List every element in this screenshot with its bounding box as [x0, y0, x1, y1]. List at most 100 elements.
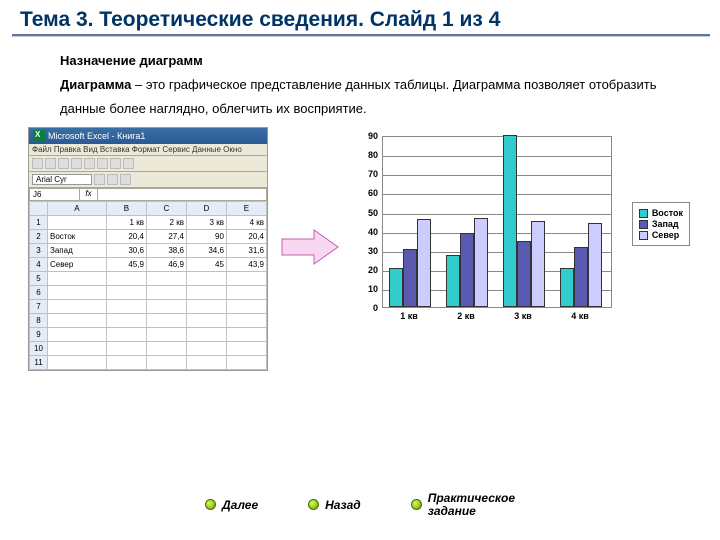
- bar: [474, 218, 488, 308]
- ytick: 50: [368, 208, 378, 218]
- cell: [186, 300, 226, 314]
- cell: 46,9: [146, 258, 186, 272]
- cell: [186, 342, 226, 356]
- bullet-icon: [411, 499, 422, 510]
- bar: [403, 249, 417, 307]
- ytick: 40: [368, 227, 378, 237]
- excel-toolbar: [29, 156, 267, 172]
- nav-back-label: Назад: [325, 498, 361, 512]
- cell: [146, 328, 186, 342]
- font-box: Arial Cyr: [32, 174, 92, 185]
- cell: [146, 300, 186, 314]
- xtick: 3 кв: [498, 311, 548, 321]
- body-text: Назначение диаграмм Диаграмма – это граф…: [0, 37, 720, 127]
- cell: [186, 314, 226, 328]
- cell: 38,6: [146, 244, 186, 258]
- bullet-icon: [308, 499, 319, 510]
- excel-icon: [33, 130, 45, 142]
- row-header: 2: [30, 230, 48, 244]
- cell: [226, 286, 266, 300]
- col-header: A: [48, 202, 107, 216]
- legend-swatch: [639, 220, 648, 229]
- ytick: 90: [368, 131, 378, 141]
- cell: 45,9: [106, 258, 146, 272]
- cell: [106, 300, 146, 314]
- excel-screenshot: Microsoft Excel - Книга1 Файл Правка Вид…: [28, 127, 268, 371]
- legend-item: Восток: [639, 208, 683, 218]
- bar: [417, 219, 431, 307]
- definition: – это графическое представление данных т…: [60, 77, 657, 116]
- chart-legend: ВостокЗападСевер: [632, 202, 690, 246]
- row-header: 10: [30, 342, 48, 356]
- legend-swatch: [639, 209, 648, 218]
- excel-app-title: Microsoft Excel - Книга1: [48, 131, 145, 141]
- cell: [48, 328, 107, 342]
- cell: Восток: [48, 230, 107, 244]
- cell: 3 кв: [186, 216, 226, 230]
- cell: [146, 286, 186, 300]
- cell: 4 кв: [226, 216, 266, 230]
- cell: 30,6: [106, 244, 146, 258]
- excel-titlebar: Microsoft Excel - Книга1: [29, 128, 267, 144]
- bar: [503, 135, 517, 307]
- cell: [186, 286, 226, 300]
- row-header: 5: [30, 272, 48, 286]
- ytick: 80: [368, 150, 378, 160]
- cell: [146, 342, 186, 356]
- legend-label: Север: [652, 230, 679, 240]
- cell: 20,4: [226, 230, 266, 244]
- section-heading: Назначение диаграмм: [60, 49, 660, 73]
- xtick: 4 кв: [555, 311, 605, 321]
- nav-next-label: Далее: [222, 498, 258, 512]
- cell: [226, 328, 266, 342]
- row-header: 8: [30, 314, 48, 328]
- bar: [574, 247, 588, 307]
- bar: [588, 223, 602, 307]
- cell: [186, 328, 226, 342]
- cell: [146, 314, 186, 328]
- fx-label: fx: [80, 189, 98, 200]
- cell: [106, 272, 146, 286]
- cell: [48, 216, 107, 230]
- cell: [226, 356, 266, 370]
- cell: [48, 342, 107, 356]
- nav-practice[interactable]: Практическоезадание: [411, 492, 515, 518]
- cell: [226, 314, 266, 328]
- bullet-icon: [205, 499, 216, 510]
- cell: [106, 286, 146, 300]
- ytick: 10: [368, 284, 378, 294]
- cell: [146, 356, 186, 370]
- slide-title: Тема 3. Теоретические сведения. Слайд 1 …: [0, 0, 720, 34]
- nav-next[interactable]: Далее: [205, 498, 258, 512]
- cell: [48, 272, 107, 286]
- bar: [446, 255, 460, 307]
- nav-back[interactable]: Назад: [308, 498, 361, 512]
- bar: [517, 241, 531, 307]
- row-header: 3: [30, 244, 48, 258]
- ytick: 20: [368, 265, 378, 275]
- xtick: 2 кв: [441, 311, 491, 321]
- excel-grid: ABCDE11 кв2 кв3 кв4 кв2Восток20,427,4902…: [29, 201, 267, 370]
- row-header: 6: [30, 286, 48, 300]
- cell: 20,4: [106, 230, 146, 244]
- cell: [48, 314, 107, 328]
- cell: 45: [186, 258, 226, 272]
- excel-formula-bar: J6 fx: [29, 188, 267, 201]
- row-header: 11: [30, 356, 48, 370]
- cell: [106, 342, 146, 356]
- legend-label: Восток: [652, 208, 683, 218]
- arrow-icon: [280, 227, 340, 267]
- excel-font-bar: Arial Cyr: [29, 172, 267, 188]
- cell: [106, 356, 146, 370]
- cell: [106, 314, 146, 328]
- bar: [460, 233, 474, 307]
- cell: [186, 356, 226, 370]
- section-paragraph: Диаграмма – это графическое представлени…: [60, 73, 660, 121]
- bar: [389, 268, 403, 307]
- bar-chart: ВостокЗападСевер 01020304050607080901 кв…: [350, 132, 690, 342]
- bar: [560, 268, 574, 307]
- bar: [531, 221, 545, 307]
- legend-swatch: [639, 231, 648, 240]
- xtick: 1 кв: [384, 311, 434, 321]
- excel-menu: Файл Правка Вид Вставка Формат Сервис Да…: [29, 144, 267, 156]
